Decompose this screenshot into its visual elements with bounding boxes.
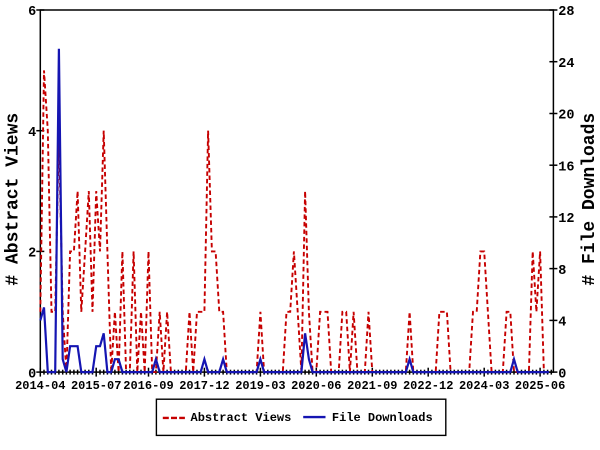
svg-text:2016-09: 2016-09 — [123, 379, 173, 393]
svg-text:2025-06: 2025-06 — [515, 379, 565, 393]
svg-text:# File Downloads: # File Downloads — [580, 113, 600, 286]
svg-text:8: 8 — [558, 264, 566, 279]
svg-text:12: 12 — [558, 212, 574, 227]
svg-text:0: 0 — [558, 367, 566, 382]
svg-text:20: 20 — [558, 109, 574, 124]
svg-text:2014-04: 2014-04 — [15, 379, 65, 393]
svg-text:2019-03: 2019-03 — [235, 379, 285, 393]
svg-text:2017-12: 2017-12 — [179, 379, 229, 393]
svg-text:2021-09: 2021-09 — [347, 379, 397, 393]
svg-text:0: 0 — [28, 367, 36, 382]
svg-text:# Abstract Views: # Abstract Views — [4, 113, 24, 286]
svg-text:6: 6 — [28, 5, 36, 20]
svg-text:16: 16 — [558, 160, 574, 175]
svg-text:2: 2 — [28, 247, 36, 262]
svg-text:24: 24 — [558, 57, 574, 72]
svg-text:2022-12: 2022-12 — [403, 379, 453, 393]
svg-text:2024-03: 2024-03 — [459, 379, 509, 393]
svg-text:4: 4 — [558, 316, 566, 331]
svg-text:2020-06: 2020-06 — [291, 379, 341, 393]
svg-text:28: 28 — [558, 5, 574, 20]
svg-text:4: 4 — [28, 126, 36, 141]
svg-text:2015-07: 2015-07 — [71, 379, 121, 393]
svg-text:File Downloads: File Downloads — [332, 411, 433, 425]
svg-text:Abstract Views: Abstract Views — [191, 411, 292, 425]
